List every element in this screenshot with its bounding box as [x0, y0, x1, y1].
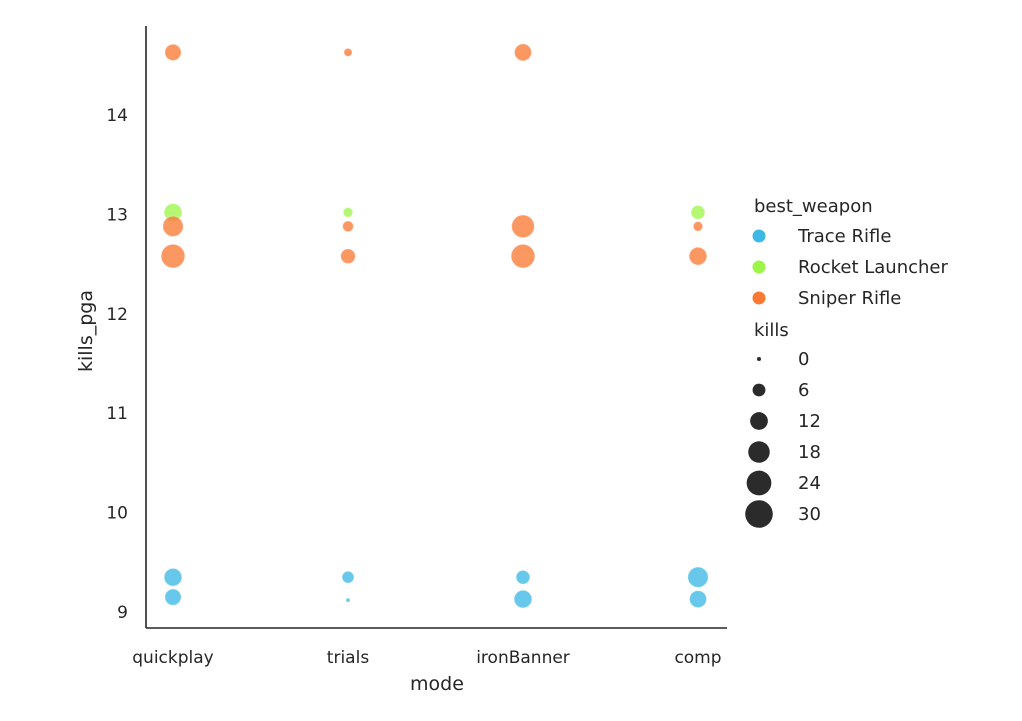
data-point: [160, 243, 186, 269]
data-point: [340, 248, 356, 264]
y-tick-label: 13: [106, 205, 128, 225]
x-tick-label: comp: [674, 648, 721, 668]
size-legend-label: 12: [798, 411, 821, 432]
hue-legend-title: best_weapon: [754, 196, 873, 217]
data-point: [164, 43, 182, 62]
data-point: [511, 214, 535, 239]
size-legend-marker: [752, 383, 766, 397]
size-legend-marker: [745, 500, 773, 528]
legend-marker: [752, 260, 766, 274]
data-point: [162, 215, 184, 237]
data-point: [345, 597, 351, 603]
data-point: [164, 588, 182, 606]
data-point: [341, 570, 355, 584]
data-point: [343, 47, 353, 57]
data-point: [688, 246, 708, 266]
legend-label: Sniper Rifle: [798, 288, 901, 309]
y-tick-labels: 9 10 11 12 13 14: [106, 106, 128, 623]
y-tick-label: 10: [106, 504, 128, 524]
size-legend-label: 18: [798, 442, 821, 463]
y-tick-label: 11: [106, 404, 128, 424]
legend-marker: [752, 229, 766, 243]
chart-axes: [145, 26, 727, 629]
data-point: [689, 590, 707, 609]
y-tick-label: 14: [106, 106, 128, 126]
y-tick-label: 9: [117, 603, 128, 623]
legend: best_weapon Trace Rifle Rocket Launcher Sni…: [745, 196, 948, 528]
size-legend-title: kills: [754, 320, 789, 341]
data-point: [692, 221, 704, 232]
legend-label: Trace Rifle: [797, 226, 891, 247]
data-point: [342, 220, 354, 233]
x-tick-label: ironBanner: [476, 648, 570, 668]
data-point: [513, 589, 533, 609]
size-legend-label: 24: [798, 473, 821, 494]
data-point: [515, 569, 531, 585]
size-legend-marker: [750, 412, 768, 430]
size-legend-label: 30: [798, 504, 821, 525]
size-legend-marker: [746, 470, 772, 496]
x-tick-labels: quickplay trials ironBanner comp: [132, 648, 721, 668]
y-axis-label: kills_pga: [75, 290, 97, 372]
data-point: [163, 567, 183, 587]
size-legend-label: 6: [798, 380, 809, 401]
y-tick-label: 12: [106, 305, 128, 325]
size-legend-marker: [757, 357, 761, 361]
x-tick-label: quickplay: [132, 648, 213, 668]
chart-marks: [160, 43, 709, 609]
data-point: [342, 207, 354, 218]
legend-marker: [752, 291, 766, 305]
data-point: [514, 43, 532, 62]
size-legend-label: 0: [798, 349, 809, 370]
legend-label: Rocket Launcher: [798, 257, 948, 278]
size-legend-marker: [748, 441, 770, 463]
data-point: [690, 205, 706, 220]
x-axis-label: mode: [410, 673, 464, 695]
data-point: [510, 243, 536, 269]
x-tick-label: trials: [327, 648, 370, 668]
data-point: [687, 566, 709, 588]
